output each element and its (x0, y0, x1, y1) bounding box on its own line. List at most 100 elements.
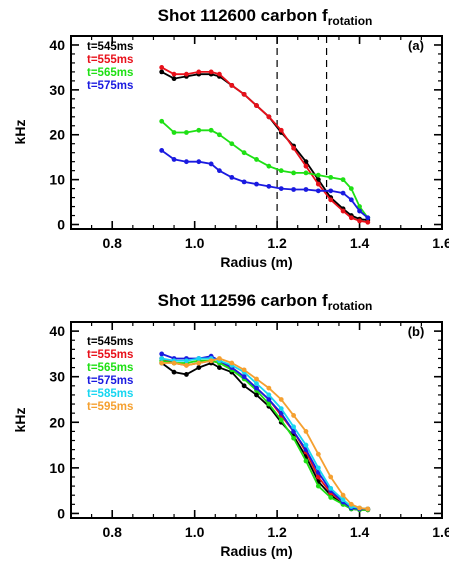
data-point (217, 132, 222, 138)
data-point (217, 168, 222, 174)
data-point (315, 483, 321, 489)
data-point (291, 170, 296, 176)
x-tick-label: 1.0 (185, 235, 205, 251)
y-tick-label: 0 (57, 505, 65, 521)
data-point (328, 495, 334, 500)
data-point (291, 424, 296, 430)
data-point (278, 127, 284, 133)
data-point (254, 385, 259, 391)
x-tick-label: 1.0 (185, 524, 205, 540)
data-point (278, 397, 284, 402)
data-point (303, 458, 309, 464)
data-point (315, 465, 321, 471)
data-point (254, 392, 259, 398)
data-point (184, 372, 189, 377)
data-point (365, 506, 371, 512)
panel-b: Shot 112596 carbon frotation 0.8 1.0 1.2 1.4… (12, 291, 449, 559)
data-point (196, 127, 202, 133)
data-point (328, 188, 334, 194)
data-point (340, 177, 346, 183)
data-point (254, 103, 259, 108)
panel-a: Shot 112600 carbon frotation 0.8 1.0 1.2 1.4… (12, 6, 449, 270)
data-point (340, 208, 346, 214)
data-point (365, 215, 371, 221)
data-point (254, 181, 259, 187)
data-point (348, 197, 354, 203)
data-point (217, 365, 222, 370)
data-point (171, 369, 177, 375)
data-point (229, 82, 235, 88)
data-point (266, 183, 272, 189)
data-point (159, 360, 165, 366)
legend-entry: t=545ms (87, 41, 133, 53)
data-point (291, 187, 296, 192)
data-point (266, 392, 272, 398)
data-point (348, 501, 354, 507)
y-tick-label: 40 (49, 37, 65, 53)
series-line (161, 357, 368, 510)
data-point (159, 356, 165, 361)
data-point (291, 413, 296, 418)
data-point (241, 150, 247, 156)
data-point (217, 71, 222, 77)
data-point (171, 157, 177, 162)
data-point (184, 71, 189, 77)
y-tick-label: 30 (49, 82, 65, 98)
data-point (315, 188, 321, 194)
data-point (196, 356, 202, 361)
x-tick-label: 1.6 (432, 524, 449, 540)
data-point (266, 385, 272, 391)
y-tick-label: 0 (57, 217, 65, 233)
x-tick-label: 1.4 (350, 235, 370, 251)
chart-title-main: Shot 112600 carbon f (158, 6, 328, 25)
data-point (229, 174, 235, 180)
data-point (357, 505, 362, 511)
data-point (229, 360, 235, 366)
data-point (159, 69, 165, 75)
data-point (159, 118, 165, 124)
data-point (348, 186, 354, 192)
data-point (365, 219, 371, 225)
data-point (266, 114, 272, 120)
x-axis-label: Radius (m) (220, 543, 292, 559)
data-point (241, 374, 247, 380)
data-point (357, 204, 362, 209)
data-point (328, 174, 334, 180)
x-tick-label: 1.2 (267, 524, 287, 540)
data-point (171, 360, 177, 366)
y-tick-label: 10 (49, 172, 65, 188)
data-point (254, 376, 259, 382)
data-point (328, 197, 334, 203)
y-tick-label: 20 (49, 414, 65, 430)
data-point (357, 218, 362, 224)
data-point (315, 172, 321, 178)
data-point (171, 130, 177, 135)
data-point (315, 451, 321, 457)
data-point (278, 186, 284, 192)
data-point (184, 130, 189, 135)
legend-entry: t=555ms (87, 349, 133, 361)
data-point (291, 145, 296, 151)
data-point (348, 215, 354, 221)
legend-entry: t=555ms (87, 54, 133, 66)
y-axis-label: kHz (12, 408, 28, 433)
chart-title: Shot 112600 carbon frotation (158, 6, 373, 28)
legend-entry: t=565ms (87, 362, 133, 374)
data-point (278, 406, 284, 412)
data-point (159, 65, 165, 70)
data-point (208, 161, 214, 167)
data-point (196, 365, 202, 370)
data-point (266, 163, 272, 169)
series-line (161, 66, 368, 224)
x-tick-label: 1.4 (350, 524, 370, 540)
data-point (291, 435, 296, 441)
data-point (241, 383, 247, 389)
panel-tag: (a) (408, 38, 424, 53)
x-tick-label: 0.8 (102, 235, 122, 251)
data-point (217, 356, 222, 361)
data-point (303, 187, 309, 192)
data-point (357, 208, 362, 214)
data-point (241, 179, 247, 185)
data-point (328, 485, 334, 491)
